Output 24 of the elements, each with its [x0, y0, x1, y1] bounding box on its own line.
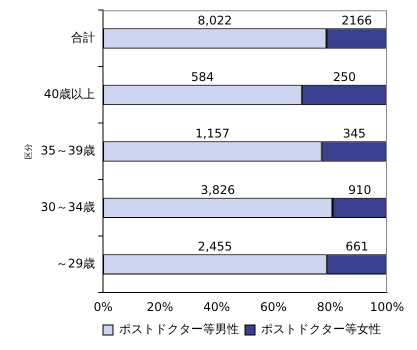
y-tick-label: 30～34歳 — [40, 200, 96, 214]
y-tick-label: ～29歳 — [56, 256, 96, 270]
y-tick-label: 合計 — [71, 30, 96, 45]
annotation: 2,455 — [198, 239, 232, 254]
x-tick-label: 80% — [316, 300, 344, 314]
legend-label: ポストドクター等男性 — [119, 322, 239, 336]
x-tick-label: 40% — [203, 300, 230, 314]
y-axis-title: 区分 — [24, 143, 33, 160]
x-tick-label: 100% — [370, 300, 404, 314]
annotation: 8,022 — [198, 13, 232, 28]
x-tick-label: 0% — [94, 300, 113, 314]
annotation: 250 — [332, 70, 356, 84]
annotation: 1,157 — [195, 126, 230, 140]
y-tick-label: 40歳以上 — [44, 87, 96, 102]
legend-label: ポストドクター等女性 — [261, 322, 381, 336]
annotation: 2166 — [341, 13, 372, 28]
annotation: 910 — [348, 182, 372, 197]
x-tick-label: 20% — [146, 300, 174, 314]
x-tick-label: 60% — [260, 300, 287, 314]
annotation: 345 — [342, 126, 366, 140]
annotation: 584 — [191, 70, 214, 84]
annotation: 3,826 — [200, 182, 235, 197]
annotation: 661 — [345, 239, 368, 254]
y-tick-label: 35～39歳 — [40, 144, 96, 158]
